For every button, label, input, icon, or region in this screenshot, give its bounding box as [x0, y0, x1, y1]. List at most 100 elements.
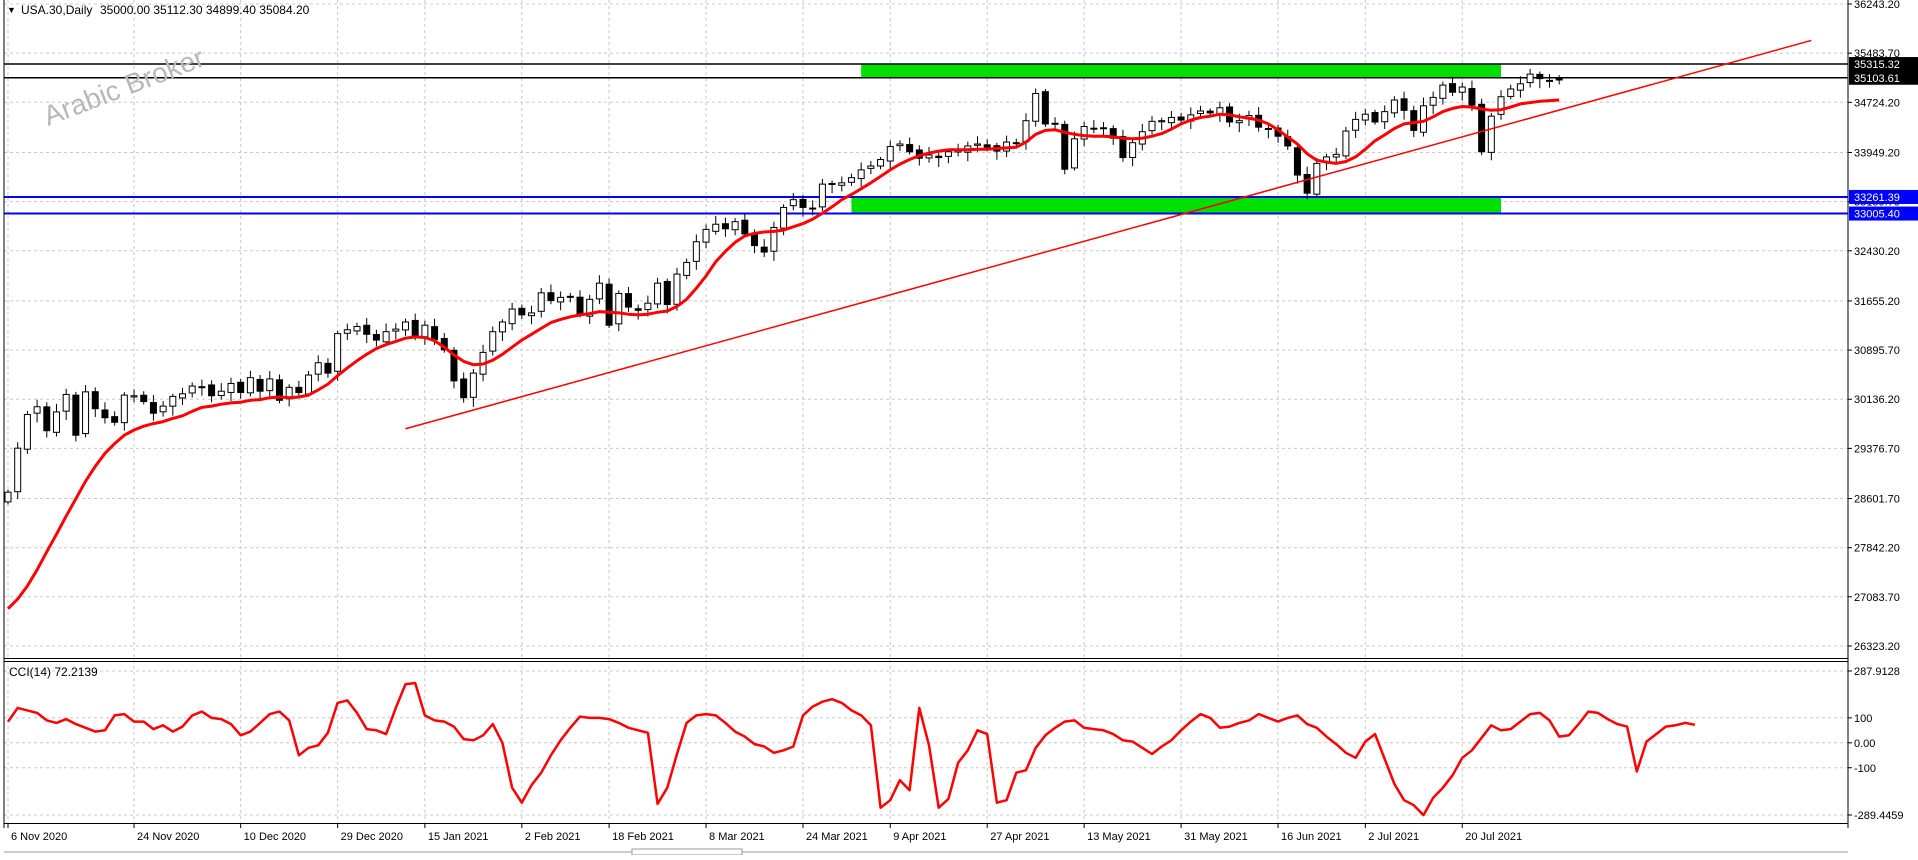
candle-body-up	[1497, 96, 1505, 115]
candle	[227, 377, 235, 402]
candle-body-down	[1293, 147, 1301, 176]
candle	[246, 370, 254, 397]
candle	[275, 374, 283, 404]
candle-body-up	[595, 282, 603, 300]
candle-body-down	[208, 384, 216, 397]
candle	[1061, 120, 1069, 175]
candle-body-down	[624, 293, 632, 308]
candle	[1293, 143, 1301, 184]
candle-body-up	[1458, 86, 1466, 93]
candle	[1371, 109, 1379, 125]
candle-body-down	[101, 409, 109, 419]
candle	[62, 388, 70, 420]
time-tick-label: 31 May 2021	[1184, 831, 1248, 843]
candle	[14, 442, 22, 499]
candle	[1361, 109, 1369, 126]
candle-body-up	[421, 324, 429, 338]
cci-tick-label: 0.00	[1854, 738, 1875, 750]
candle-body-up	[557, 296, 565, 303]
candle-body-up	[1487, 115, 1495, 153]
candle	[683, 258, 691, 280]
candle-body-up	[818, 183, 826, 208]
candle	[731, 218, 739, 236]
candle-body-up	[702, 228, 710, 243]
candle-body-down	[1400, 98, 1408, 111]
candle-body-down	[140, 394, 148, 403]
candle-body-down	[1546, 79, 1554, 82]
candle-body-up	[498, 321, 506, 333]
candle-body-up	[1167, 116, 1175, 124]
candle-body-up	[82, 391, 90, 435]
candle	[1090, 120, 1098, 134]
candle-body-up	[944, 151, 952, 157]
candle	[692, 234, 700, 270]
candle-body-up	[809, 207, 817, 210]
level-label: 33261.39	[1849, 189, 1918, 204]
candle	[634, 304, 642, 320]
active-tab[interactable]	[631, 848, 743, 856]
candle-body-up	[62, 393, 70, 412]
candle-body-down	[1371, 111, 1379, 123]
level-labels: 35315.32 35103.61 33261.39 33005.40	[1849, 57, 1918, 221]
candle-body-down	[566, 295, 574, 298]
candle-body-down	[1041, 91, 1049, 125]
candle	[82, 385, 90, 438]
candle	[489, 326, 497, 356]
candle-body-up	[169, 395, 177, 407]
cci-indicator	[6, 681, 1696, 817]
candle-body-down	[431, 326, 439, 340]
green-zones	[851, 64, 1502, 214]
candle-body-down	[1119, 136, 1127, 159]
candle-body-up	[780, 206, 788, 229]
candle-body-down	[1090, 127, 1098, 130]
candle-body-up	[789, 199, 797, 207]
candle-body-up	[33, 406, 41, 414]
candle-body-up	[1051, 122, 1059, 125]
candle-body-down	[1100, 127, 1108, 130]
candle	[237, 378, 245, 399]
candle	[1487, 112, 1495, 161]
price-tick-label: 32430.20	[1854, 246, 1900, 258]
candle-body-up	[469, 372, 477, 398]
level-label: 33005.40	[1849, 206, 1918, 221]
candle	[324, 358, 332, 378]
cci-line	[6, 681, 1696, 817]
candle-body-down	[1468, 88, 1476, 106]
candle-body-up	[353, 326, 361, 332]
candle	[72, 391, 80, 442]
candle	[1390, 96, 1398, 118]
candle-body-up	[1070, 138, 1078, 169]
candle-body-up	[120, 394, 128, 424]
time-tick-label: 2 Feb 2021	[525, 831, 581, 843]
candle	[925, 146, 933, 163]
candle	[4, 489, 12, 505]
candle-body-down	[72, 394, 80, 436]
candle	[169, 393, 177, 416]
candle	[508, 302, 516, 331]
green-zone	[861, 64, 1502, 78]
candle-body-down	[1478, 103, 1486, 153]
cci-label: CCI(14) 72.2139	[9, 665, 98, 679]
candle	[179, 387, 187, 405]
trendline-line[interactable]	[405, 39, 1812, 430]
candle-body-up	[1148, 120, 1156, 132]
candle-body-down	[275, 379, 283, 401]
candle	[1032, 88, 1040, 127]
candle-body-up	[4, 491, 12, 503]
candle-body-up	[1352, 118, 1360, 131]
time-tick-label: 24 Nov 2020	[137, 831, 199, 843]
price-tick-label: 30895.70	[1854, 345, 1900, 357]
candle	[198, 379, 206, 396]
candle	[140, 391, 148, 405]
candle-body-up	[1342, 130, 1350, 157]
price-tick-label: 27842.20	[1854, 543, 1900, 555]
candle	[654, 277, 662, 309]
candle-body-down	[576, 296, 584, 315]
candle	[1070, 131, 1078, 171]
time-tick-label: 18 Feb 2021	[612, 831, 674, 843]
chart-symbol: USA.30,Daily	[21, 3, 92, 17]
candle-body-down	[1303, 174, 1311, 194]
trendline[interactable]	[405, 39, 1812, 430]
